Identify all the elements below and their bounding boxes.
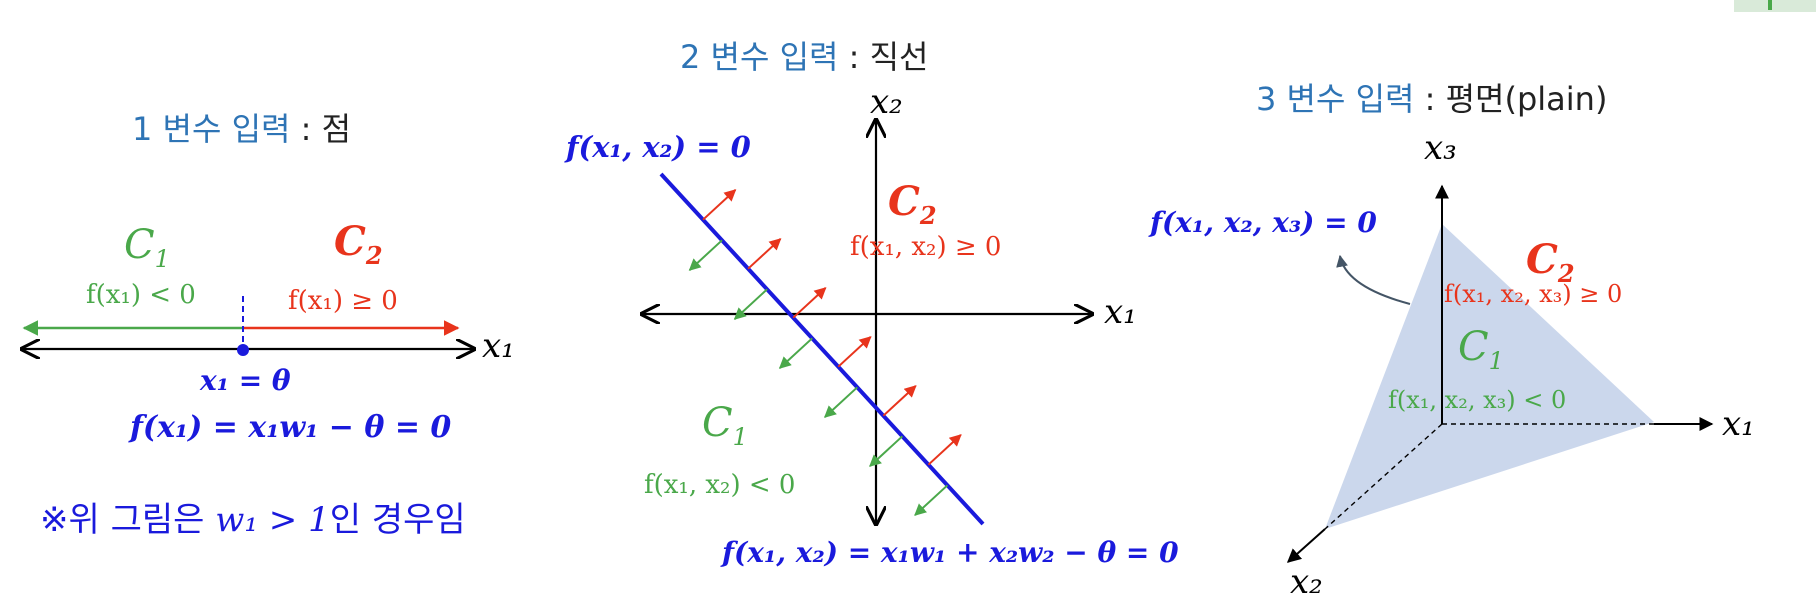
p1-threshold-point (237, 344, 249, 356)
p2-normal-arrow-c1-5 (869, 435, 903, 467)
p1-note-suffix: 인 경우임 (329, 500, 466, 540)
p1-c1-sub: 1 (154, 245, 170, 273)
corner-tab-mark (1768, 0, 1772, 10)
p1-c2-sub: 2 (365, 241, 383, 270)
p3-c1-letter: C (1458, 324, 1489, 370)
p2-title: 2 변수 입력 : 직선 (680, 32, 928, 78)
p3-c1-ineq: f(x₁, x₂, x₃) < 0 (1388, 386, 1567, 414)
p2-normal-arrow-c2-5 (882, 385, 917, 417)
p1-c2-letter: C (334, 218, 366, 265)
p2-normal-arrow-c1-1 (688, 239, 723, 271)
p2-title-sep: : (838, 38, 870, 76)
p1-threshold-label: x₁ = θ (200, 364, 291, 397)
p2-c2-ineq: f(x₁, x₂) ≥ 0 (850, 232, 1002, 262)
p1-c1-letter: C (124, 222, 155, 268)
p1-c2-ineq: f(x₁) ≥ 0 (288, 286, 398, 316)
p3-title-main: 3 변수 입력 (1256, 80, 1415, 118)
p3-c2-sub: 2 (1557, 259, 1575, 288)
p2-normal-arrow-c1-6 (914, 484, 949, 516)
p2-c1-sub: 1 (732, 423, 748, 451)
p1-title: 1 변수 입력 : 점 (132, 104, 351, 150)
p3-plane (1325, 224, 1654, 529)
p2-x-axis-label: x₁ (1104, 292, 1137, 332)
p2-normal-arrow-c2-2 (747, 238, 782, 270)
p2-c2-label: C2 (888, 178, 937, 230)
p3-c1-sub: 1 (1488, 347, 1504, 375)
p2-title-tail: 직선 (869, 38, 929, 76)
p2-title-main: 2 변수 입력 (680, 38, 839, 76)
p1-title-main: 1 변수 입력 (132, 110, 291, 148)
p3-c2-label: C2 (1526, 236, 1575, 288)
p2-decision-line (659, 172, 985, 526)
p1-equation: f(x₁) = x₁w₁ − θ = 0 (130, 410, 452, 445)
p2-line-label: f(x₁, x₂) = 0 (566, 130, 751, 164)
p2-normal-arrow-c2-1 (702, 189, 737, 221)
p2-y-axis-label: x₂ (870, 82, 903, 122)
p3-title-tail: 평면(plain) (1445, 80, 1608, 118)
p1-title-sep: : (290, 110, 322, 148)
p3-title: 3 변수 입력 : 평면(plain) (1256, 74, 1607, 120)
p3-title-sep: : (1414, 80, 1446, 118)
p3-x-axis-label: x₁ (1722, 404, 1755, 444)
p1-note-math: w₁ > 1 (215, 500, 330, 540)
p2-c1-label: C1 (702, 400, 748, 451)
p1-c1-ineq: f(x₁) < 0 (86, 280, 196, 310)
p2-c1-ineq: f(x₁, x₂) < 0 (644, 470, 796, 500)
p2-c2-sub: 2 (919, 201, 937, 230)
p2-normal-arrow-c2-4 (837, 336, 872, 368)
p3-c1-label: C1 (1458, 324, 1504, 375)
corner-tab (1734, 0, 1816, 12)
p2-c1-letter: C (702, 400, 733, 446)
p3-y-axis (1286, 528, 1326, 563)
p2-normal-arrow-c2-6 (927, 434, 962, 466)
p1-axis-label: x₁ (482, 326, 515, 366)
p2-normal-arrows (688, 189, 962, 516)
p1-c1-label: C1 (124, 222, 170, 273)
p2-c2-letter: C (888, 178, 920, 225)
p1-note-prefix: ※위 그림은 (40, 500, 216, 540)
p3-z-axis-label: x₃ (1424, 128, 1457, 168)
p2-normal-arrow-c2-3 (792, 287, 827, 319)
p3-plane-pointer (1336, 254, 1411, 305)
p2-equation: f(x₁, x₂) = x₁w₁ + x₂w₂ − θ = 0 (722, 536, 1179, 569)
p1-c2-label: C2 (334, 218, 383, 270)
p3-y-axis-label: x₂ (1290, 562, 1323, 602)
p3-plane-label: f(x₁, x₂, x₃) = 0 (1150, 206, 1377, 239)
p2-normal-arrow-c1-4 (823, 386, 858, 418)
p3-c2-letter: C (1526, 236, 1558, 283)
p2-normal-arrow-c1-2 (733, 288, 768, 320)
p3-c2-ineq: f(x₁, x₂, x₃) ≥ 0 (1444, 280, 1623, 308)
p1-note: ※위 그림은 w₁ > 1인 경우임 (40, 492, 466, 541)
p2-normal-arrow-c1-3 (778, 337, 813, 369)
p1-title-tail: 점 (321, 110, 352, 148)
